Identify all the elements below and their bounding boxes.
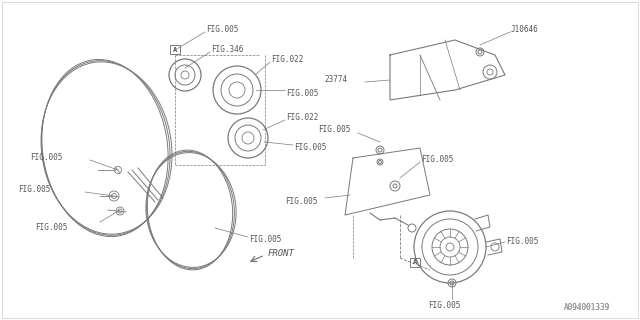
Text: FIG.005: FIG.005: [294, 143, 326, 153]
Text: A: A: [413, 260, 417, 266]
Text: FIG.005: FIG.005: [206, 26, 238, 35]
Bar: [170, 45, 180, 54]
Text: FIG.005: FIG.005: [318, 125, 350, 134]
Text: FIG.005: FIG.005: [18, 186, 51, 195]
Text: FIG.005: FIG.005: [30, 154, 62, 163]
Text: FIG.022: FIG.022: [286, 113, 318, 122]
Text: FIG.346: FIG.346: [211, 44, 243, 53]
Text: FIG.022: FIG.022: [271, 54, 303, 63]
Text: FRONT: FRONT: [268, 249, 295, 258]
Text: J10646: J10646: [511, 25, 539, 34]
Text: FIG.005: FIG.005: [421, 155, 453, 164]
Text: A094001339: A094001339: [564, 303, 610, 312]
Text: A: A: [173, 46, 177, 52]
Text: A094001339: A094001339: [564, 303, 610, 312]
Text: 23774: 23774: [324, 75, 347, 84]
Text: FIG.005: FIG.005: [506, 237, 538, 246]
Text: FIG.005: FIG.005: [285, 196, 317, 205]
Text: FIG.005: FIG.005: [286, 89, 318, 98]
Text: FIG.005: FIG.005: [249, 236, 282, 244]
Text: FIG.005: FIG.005: [428, 300, 460, 309]
Bar: [410, 258, 420, 267]
Text: FIG.005: FIG.005: [35, 223, 67, 233]
